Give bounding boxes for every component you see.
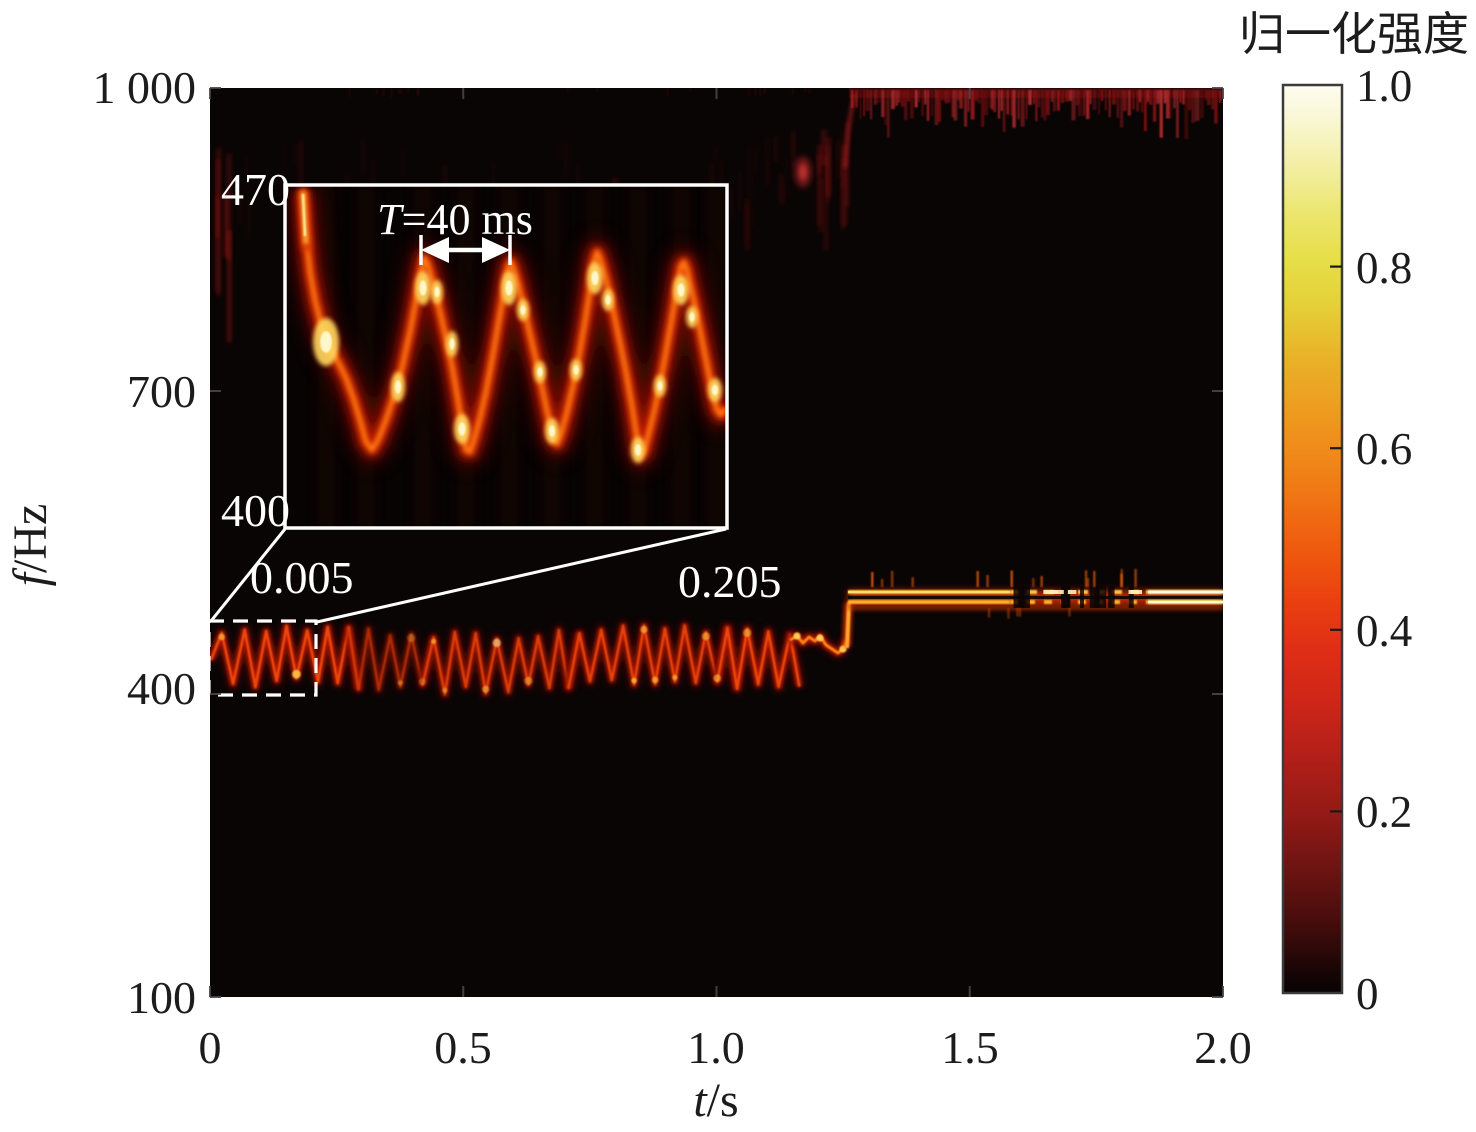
- inset-freq-bottom-label: 400: [221, 485, 290, 536]
- cb-tick-0: 0: [1356, 969, 1379, 1019]
- axis-ticks: [209, 87, 1224, 998]
- inset-time-end-label: 0.205: [678, 556, 782, 607]
- colorbar-title: 归一化强度: [1239, 9, 1469, 60]
- inset-border: [283, 183, 729, 530]
- x-tick-2_0: 2.0: [1194, 1022, 1252, 1073]
- cb-tick-0_6: 0.6: [1356, 424, 1412, 474]
- colorbar: [1281, 83, 1344, 995]
- zoom-region-rect: [207, 619, 318, 697]
- x-tick-0: 0: [199, 1022, 222, 1073]
- x-tick-0_5: 0.5: [434, 1022, 492, 1073]
- inset-freq-top-label: 470: [221, 164, 290, 215]
- y-tick-700: 700: [127, 366, 196, 417]
- spectrogram-paint-layer: [207, 83, 1344, 998]
- inset-zoom-panel: [285, 185, 727, 528]
- cb-tick-0_2: 0.2: [1356, 787, 1412, 837]
- y-tick-400: 400: [127, 663, 196, 714]
- cb-tick-0_8: 0.8: [1356, 243, 1412, 293]
- y-tick-100: 100: [127, 972, 196, 1023]
- y-tick-1000: 1 000: [93, 62, 197, 113]
- y-axis-label: f/Hz: [4, 504, 57, 587]
- x-axis-label: t/s: [693, 1074, 738, 1127]
- cb-tick-1_0: 1.0: [1356, 61, 1412, 111]
- inset-time-start-label: 0.005: [250, 552, 354, 603]
- x-tick-1_5: 1.5: [941, 1022, 999, 1073]
- period-arrow: [419, 235, 512, 265]
- x-tick-1_0: 1.0: [687, 1022, 745, 1073]
- cb-tick-0_4: 0.4: [1356, 606, 1412, 656]
- inset-period-annotation: T=40 ms: [377, 195, 533, 244]
